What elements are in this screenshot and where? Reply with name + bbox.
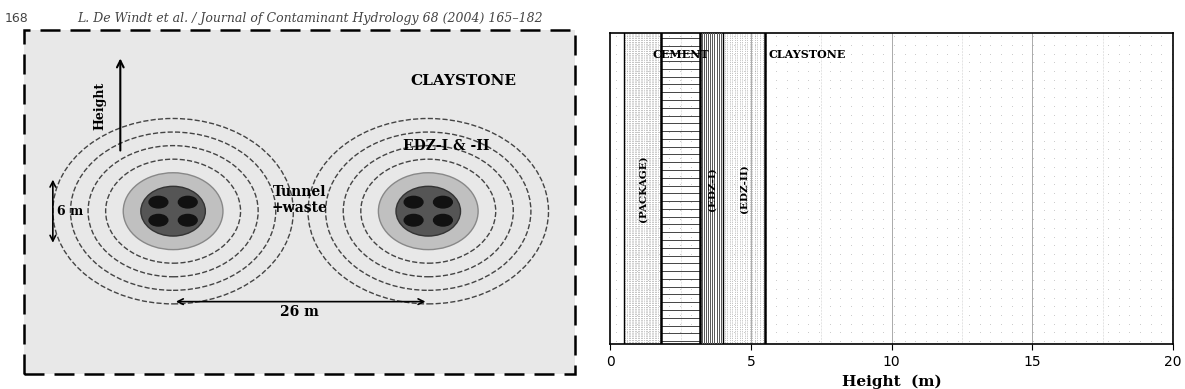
Circle shape [179, 196, 197, 208]
Ellipse shape [141, 186, 205, 236]
Text: Tunnel
+waste: Tunnel +waste [271, 185, 327, 216]
Text: (EDZ-II): (EDZ-II) [739, 164, 749, 213]
Circle shape [179, 214, 197, 226]
Text: 168: 168 [5, 12, 28, 25]
X-axis label: Height  (m): Height (m) [841, 374, 942, 389]
Text: 6 m: 6 m [57, 205, 84, 218]
Text: (PACKAGE): (PACKAGE) [639, 155, 647, 222]
Text: CLAYSTONE: CLAYSTONE [410, 74, 517, 88]
Circle shape [404, 196, 423, 208]
Circle shape [149, 214, 168, 226]
Circle shape [434, 196, 453, 208]
Ellipse shape [123, 173, 223, 250]
Text: 26 m: 26 m [280, 305, 319, 319]
Circle shape [404, 214, 423, 226]
Text: Height: Height [94, 82, 107, 130]
Text: EDZ-I & -II: EDZ-I & -II [403, 139, 489, 153]
Ellipse shape [378, 173, 478, 250]
Text: CEMENT: CEMENT [652, 49, 709, 60]
Circle shape [434, 214, 453, 226]
Text: (EDZ-I): (EDZ-I) [707, 167, 716, 210]
Text: CLAYSTONE: CLAYSTONE [769, 49, 846, 60]
Ellipse shape [396, 186, 461, 236]
Text: L. De Windt et al. / Journal of Contaminant Hydrology 68 (2004) 165–182: L. De Windt et al. / Journal of Contamin… [77, 12, 543, 25]
Circle shape [149, 196, 168, 208]
